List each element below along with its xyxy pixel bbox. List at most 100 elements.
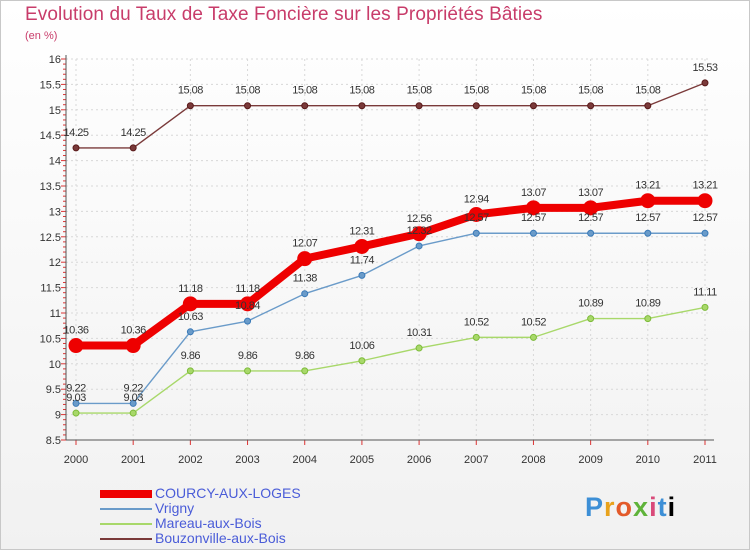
series-point-3 bbox=[587, 102, 595, 110]
series-point-2 bbox=[358, 357, 366, 365]
data-label-2: 10.89 bbox=[635, 298, 660, 310]
data-label-0: 11.18 bbox=[178, 283, 203, 295]
series-point-0 bbox=[182, 296, 198, 312]
series-point-1 bbox=[72, 399, 80, 407]
data-label-0: 11.18 bbox=[235, 283, 260, 295]
data-label-1: 10.63 bbox=[178, 311, 203, 323]
data-label-0: 12.94 bbox=[464, 193, 489, 205]
series-point-1 bbox=[587, 229, 595, 237]
data-label-0: 13.07 bbox=[578, 187, 603, 199]
data-label-1: 10.84 bbox=[235, 300, 260, 312]
legend: COURCY-AUX-LOGES Vrigny Mareau-aux-Bois … bbox=[100, 486, 301, 546]
series-point-3 bbox=[301, 102, 309, 110]
data-label-2: 10.52 bbox=[521, 316, 546, 328]
series-point-3 bbox=[358, 102, 366, 110]
data-label-1: 12.57 bbox=[578, 212, 603, 224]
series-point-3 bbox=[644, 102, 652, 110]
series-point-0 bbox=[354, 238, 370, 254]
x-tick-label: 2001 bbox=[121, 454, 145, 466]
data-label-0: 12.31 bbox=[349, 225, 374, 237]
y-tick-label: 11 bbox=[50, 308, 61, 320]
data-label-0: 13.21 bbox=[635, 180, 660, 192]
legend-label-bouzonville: Bouzonville-aux-Bois bbox=[155, 530, 286, 546]
series-line-0 bbox=[76, 196, 705, 350]
legend-item-vrigny: Vrigny bbox=[100, 501, 301, 516]
series-point-3 bbox=[472, 102, 480, 110]
y-tick-label: 14.5 bbox=[40, 130, 61, 142]
x-tick-label: 2007 bbox=[464, 454, 488, 466]
y-tick-label: 9.5 bbox=[46, 384, 61, 396]
series-point-0 bbox=[68, 338, 84, 354]
series-point-1 bbox=[358, 271, 366, 279]
series-point-0 bbox=[697, 193, 713, 209]
series-point-3 bbox=[186, 102, 194, 110]
series-point-0 bbox=[125, 338, 141, 354]
data-label-0: 10.36 bbox=[63, 325, 88, 337]
legend-label-vrigny: Vrigny bbox=[155, 500, 195, 516]
data-label-2: 10.52 bbox=[464, 316, 489, 328]
data-label-2: 9.03 bbox=[123, 392, 143, 404]
x-tick-label: 2009 bbox=[578, 454, 602, 466]
y-tick-label: 8.5 bbox=[46, 435, 61, 447]
data-label-3: 15.08 bbox=[292, 85, 317, 97]
data-label-0: 12.07 bbox=[292, 238, 317, 250]
legend-item-mareau: Mareau-aux-Bois bbox=[100, 516, 301, 531]
y-tick-label: 11.5 bbox=[40, 283, 61, 295]
series-point-2 bbox=[644, 315, 652, 323]
series-point-2 bbox=[72, 409, 80, 417]
y-tick-label: 16 bbox=[49, 54, 61, 66]
proxiti-logo: Proxiti bbox=[585, 492, 677, 522]
data-label-0: 13.21 bbox=[692, 180, 717, 192]
series-line-3 bbox=[76, 82, 706, 149]
series-point-3 bbox=[415, 102, 423, 110]
series-point-1 bbox=[244, 317, 252, 325]
data-label-3: 15.08 bbox=[178, 85, 203, 97]
data-label-3: 15.08 bbox=[464, 85, 489, 97]
series-point-0 bbox=[640, 193, 656, 209]
y-tick-label: 15.5 bbox=[40, 79, 61, 91]
x-tick-label: 2000 bbox=[64, 454, 88, 466]
series-point-0 bbox=[525, 200, 541, 216]
x-tick-label: 2003 bbox=[235, 454, 259, 466]
data-label-2: 10.31 bbox=[407, 327, 432, 339]
legend-label-courcy: COURCY-AUX-LOGES bbox=[155, 485, 301, 501]
data-label-3: 15.08 bbox=[521, 85, 546, 97]
data-label-0: 10.36 bbox=[121, 325, 146, 337]
data-label-2: 9.86 bbox=[295, 350, 315, 362]
data-label-1: 11.38 bbox=[293, 273, 318, 285]
data-label-2: 11.11 bbox=[693, 286, 717, 298]
series-point-2 bbox=[301, 367, 309, 375]
series-point-3 bbox=[129, 144, 137, 152]
data-label-1: 12.57 bbox=[521, 212, 546, 224]
data-label-3: 14.25 bbox=[121, 127, 146, 139]
data-label-1: 12.57 bbox=[692, 212, 717, 224]
series-point-3 bbox=[701, 79, 709, 87]
series-point-0 bbox=[411, 226, 427, 242]
data-label-1: 12.57 bbox=[464, 212, 489, 224]
legend-swatch-bouzonville bbox=[100, 537, 152, 540]
data-label-3: 15.08 bbox=[235, 85, 260, 97]
series-point-3 bbox=[529, 102, 537, 110]
data-label-2: 9.86 bbox=[238, 350, 258, 362]
legend-item-courcy: COURCY-AUX-LOGES bbox=[100, 486, 301, 501]
series-point-1 bbox=[186, 328, 194, 336]
data-label-1: 9.22 bbox=[66, 382, 86, 394]
data-label-3: 15.08 bbox=[635, 85, 660, 97]
x-tick-label: 2011 bbox=[693, 454, 717, 466]
data-label-0: 12.56 bbox=[407, 213, 432, 225]
y-tick-label: 12 bbox=[49, 257, 61, 269]
data-label-1: 9.22 bbox=[123, 382, 143, 394]
x-tick-label: 2005 bbox=[350, 454, 374, 466]
data-label-3: 14.25 bbox=[63, 127, 88, 139]
y-tick-label: 14 bbox=[49, 156, 61, 168]
series-point-1 bbox=[529, 229, 537, 237]
legend-swatch-courcy bbox=[100, 489, 152, 498]
y-tick-label: 13.5 bbox=[40, 181, 61, 193]
series-point-1 bbox=[472, 229, 480, 237]
series-point-1 bbox=[701, 229, 709, 237]
data-label-1: 12.32 bbox=[407, 225, 432, 237]
legend-item-bouzonville: Bouzonville-aux-Bois bbox=[100, 531, 301, 546]
data-label-3: 15.08 bbox=[407, 85, 432, 97]
data-label-2: 9.03 bbox=[66, 392, 86, 404]
